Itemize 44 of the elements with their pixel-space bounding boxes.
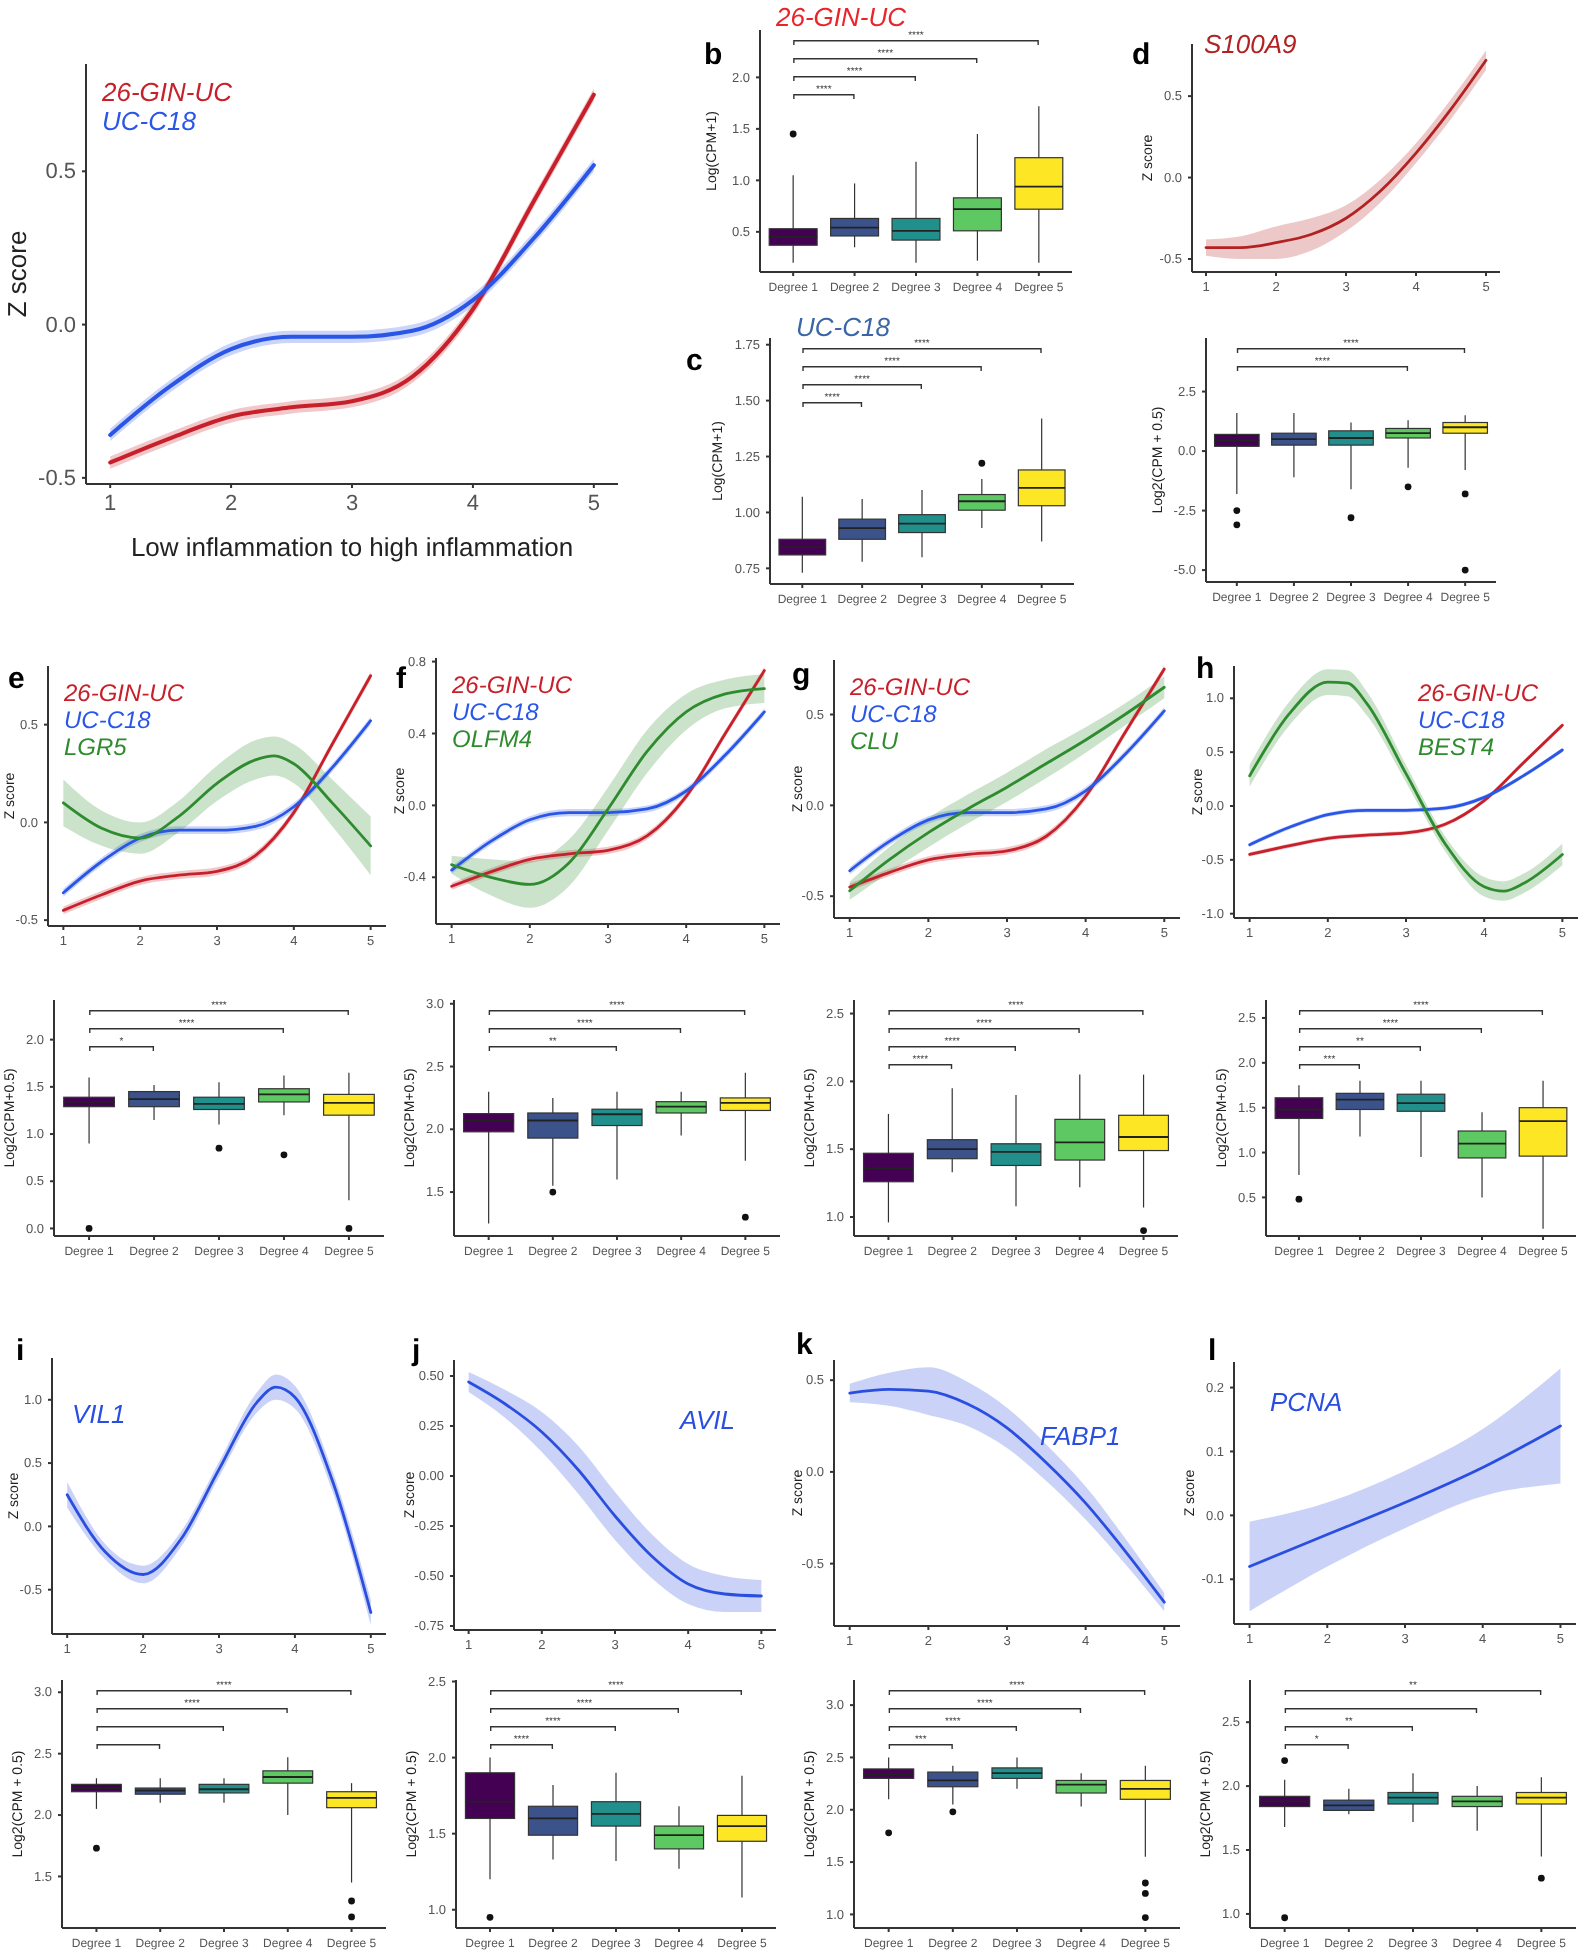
x-tick-label: 1 — [104, 491, 117, 516]
text: f — [396, 662, 408, 696]
text: g — [792, 658, 811, 692]
text: 26-GIN-UC — [100, 77, 234, 108]
x-tick-label: 5 — [587, 491, 600, 516]
text: k — [796, 1328, 814, 1362]
text: UC-C18 — [64, 705, 152, 734]
text: b — [704, 38, 723, 72]
y-tick-label: 0.5 — [45, 160, 76, 185]
x-tick-label: 2 — [224, 491, 238, 516]
text: d — [1132, 38, 1151, 72]
text: UC-C18 — [452, 697, 540, 726]
x-tick-label: 3 — [345, 491, 359, 516]
y-tick-label: -0.5 — [38, 466, 76, 491]
line-series — [61, 754, 373, 848]
x-tick-label: 4 — [466, 491, 480, 516]
series-label: 26-GIN-UC — [1416, 678, 1539, 707]
text: PCNA — [1270, 1387, 1343, 1418]
text: VIL1 — [72, 1399, 126, 1430]
text: S100A9 — [1204, 29, 1297, 60]
series-label: BEST4 — [1418, 732, 1495, 761]
x-axis-title: Low inflammation to high inflammation — [130, 532, 574, 562]
text: j — [410, 1334, 421, 1368]
series-label: FABP1 — [1040, 1421, 1121, 1452]
text: l — [1208, 1334, 1217, 1368]
y-tick-label: 0.0 — [45, 313, 76, 338]
chart-title: 26-GIN-UC — [774, 2, 908, 32]
text: c — [686, 344, 703, 378]
series-label: LGR5 — [64, 732, 128, 761]
text: UC-C18 — [850, 699, 938, 728]
line-series — [1248, 1424, 1562, 1568]
text: e — [8, 662, 25, 696]
text: 26-GIN-UC — [450, 670, 573, 699]
chart-title: UC-C18 — [796, 312, 892, 342]
text: i — [16, 1334, 25, 1368]
text: AVIL — [678, 1405, 735, 1436]
text: UC-C18 — [102, 106, 198, 137]
text: h — [1196, 652, 1215, 686]
text: 26-GIN-UC — [848, 672, 971, 701]
text: OLFM4 — [452, 724, 533, 753]
text: CLU — [850, 726, 899, 755]
text: 26-GIN-UC — [62, 678, 185, 707]
series-label: UC-C18 — [1418, 705, 1506, 734]
y-axis-title: Z score — [2, 230, 32, 318]
